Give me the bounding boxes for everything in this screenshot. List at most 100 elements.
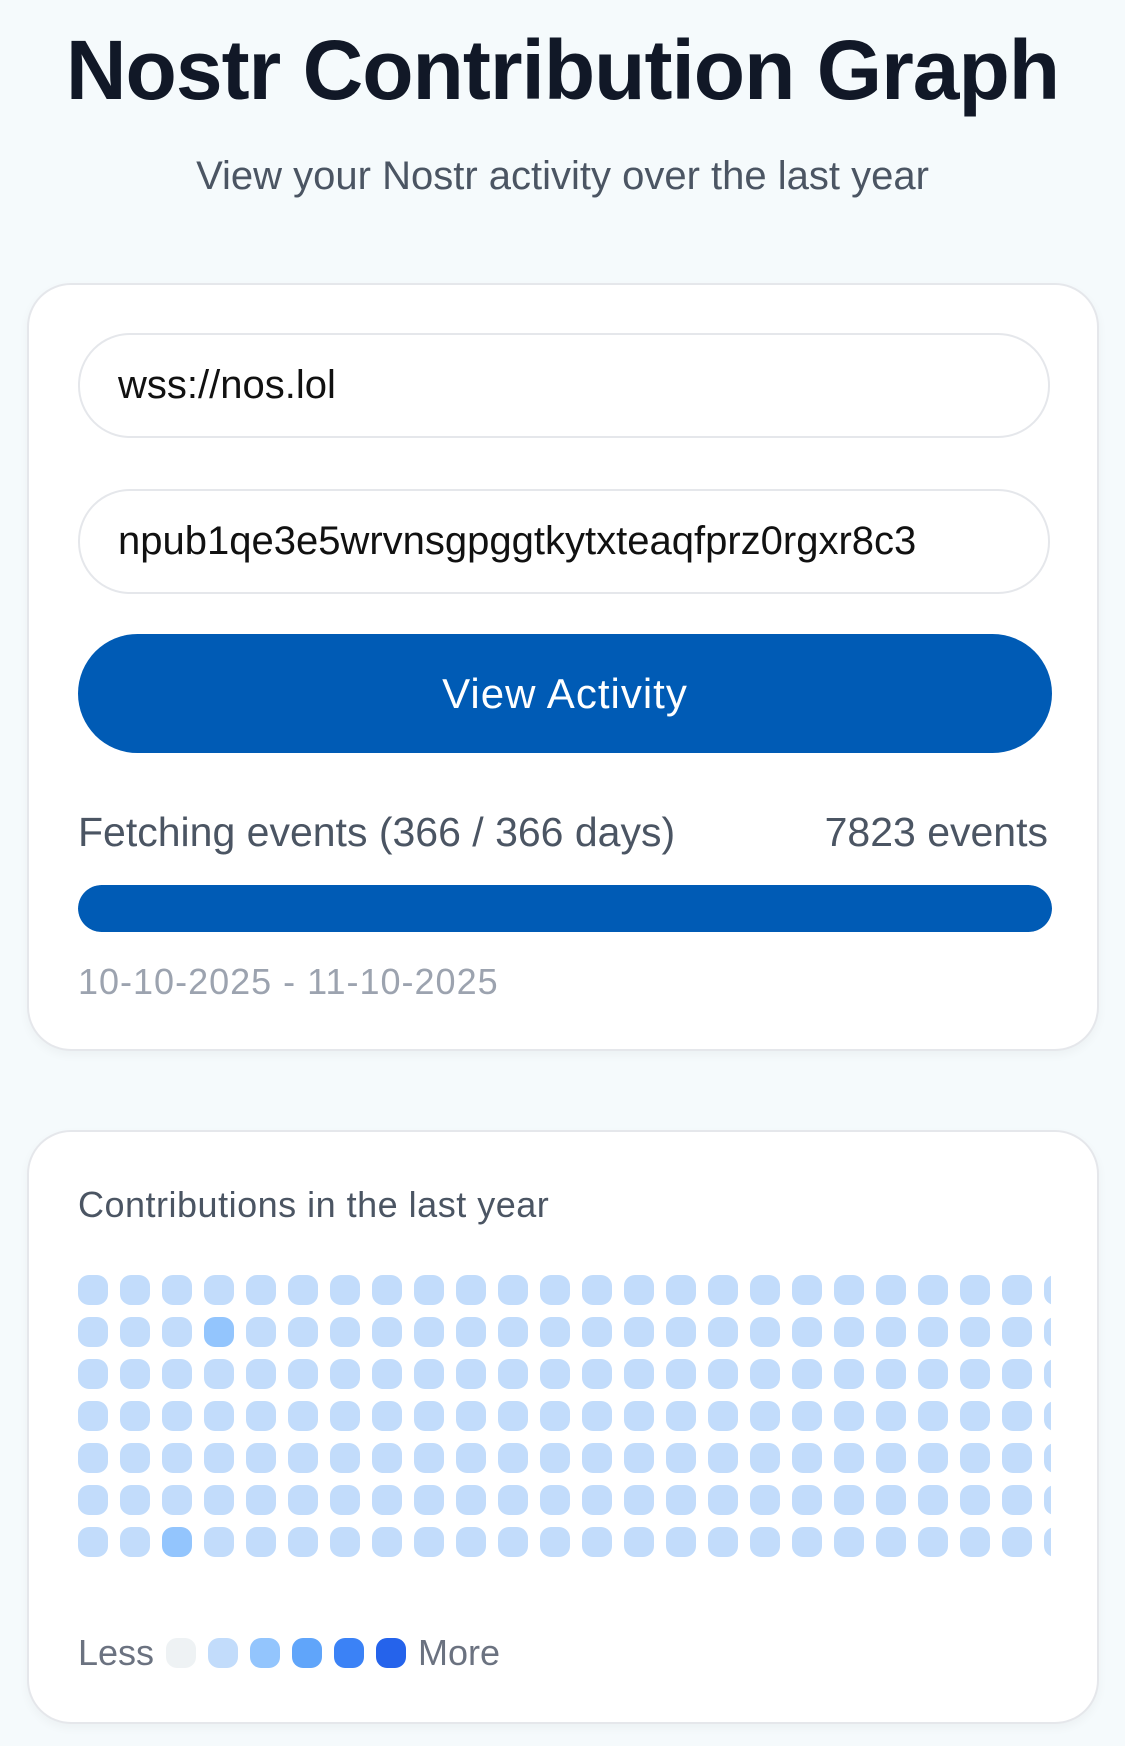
contribution-cell[interactable] xyxy=(582,1527,612,1557)
contribution-cell[interactable] xyxy=(78,1275,108,1305)
contribution-cell[interactable] xyxy=(960,1443,990,1473)
contribution-cell[interactable] xyxy=(624,1527,654,1557)
contribution-cell[interactable] xyxy=(1002,1359,1032,1389)
contribution-cell[interactable] xyxy=(540,1443,570,1473)
contribution-cell[interactable] xyxy=(246,1527,276,1557)
contribution-cell[interactable] xyxy=(162,1527,192,1557)
contribution-cell[interactable] xyxy=(246,1443,276,1473)
contribution-cell[interactable] xyxy=(582,1401,612,1431)
contribution-cell[interactable] xyxy=(582,1443,612,1473)
contribution-cell[interactable] xyxy=(246,1359,276,1389)
contribution-cell[interactable] xyxy=(78,1359,108,1389)
contribution-cell[interactable] xyxy=(624,1359,654,1389)
contribution-cell[interactable] xyxy=(792,1317,822,1347)
contribution-cell[interactable] xyxy=(162,1359,192,1389)
contribution-cell[interactable] xyxy=(876,1485,906,1515)
contribution-cell[interactable] xyxy=(120,1275,150,1305)
contribution-cell[interactable] xyxy=(246,1485,276,1515)
contribution-cell[interactable] xyxy=(120,1359,150,1389)
contribution-cell[interactable] xyxy=(456,1443,486,1473)
contribution-cell[interactable] xyxy=(120,1443,150,1473)
contribution-cell[interactable] xyxy=(792,1401,822,1431)
contribution-cell[interactable] xyxy=(834,1443,864,1473)
contribution-cell[interactable] xyxy=(204,1443,234,1473)
contribution-cell[interactable] xyxy=(372,1359,402,1389)
contribution-cell[interactable] xyxy=(834,1485,864,1515)
contribution-grid[interactable] xyxy=(78,1275,1051,1575)
contribution-cell[interactable] xyxy=(540,1275,570,1305)
contribution-cell[interactable] xyxy=(960,1317,990,1347)
contribution-cell[interactable] xyxy=(960,1527,990,1557)
contribution-cell[interactable] xyxy=(120,1317,150,1347)
contribution-cell[interactable] xyxy=(204,1317,234,1347)
contribution-cell[interactable] xyxy=(750,1527,780,1557)
contribution-cell[interactable] xyxy=(666,1359,696,1389)
contribution-cell[interactable] xyxy=(960,1275,990,1305)
contribution-cell[interactable] xyxy=(540,1317,570,1347)
contribution-cell[interactable] xyxy=(624,1401,654,1431)
contribution-cell[interactable] xyxy=(792,1443,822,1473)
contribution-cell[interactable] xyxy=(162,1443,192,1473)
contribution-cell[interactable] xyxy=(792,1527,822,1557)
contribution-cell[interactable] xyxy=(708,1317,738,1347)
contribution-cell[interactable] xyxy=(78,1443,108,1473)
contribution-cell[interactable] xyxy=(540,1401,570,1431)
contribution-cell[interactable] xyxy=(204,1527,234,1557)
contribution-cell[interactable] xyxy=(876,1443,906,1473)
contribution-cell[interactable] xyxy=(372,1401,402,1431)
contribution-cell[interactable] xyxy=(1044,1443,1051,1473)
contribution-cell[interactable] xyxy=(330,1401,360,1431)
contribution-cell[interactable] xyxy=(246,1401,276,1431)
contribution-cell[interactable] xyxy=(1002,1275,1032,1305)
contribution-cell[interactable] xyxy=(918,1317,948,1347)
contribution-cell[interactable] xyxy=(414,1275,444,1305)
contribution-cell[interactable] xyxy=(498,1443,528,1473)
contribution-cell[interactable] xyxy=(120,1485,150,1515)
contribution-cell[interactable] xyxy=(204,1485,234,1515)
contribution-cell[interactable] xyxy=(330,1275,360,1305)
relay-input[interactable]: wss://nos.lol xyxy=(78,333,1050,438)
contribution-cell[interactable] xyxy=(498,1359,528,1389)
contribution-cell[interactable] xyxy=(708,1359,738,1389)
contribution-cell[interactable] xyxy=(750,1359,780,1389)
contribution-cell[interactable] xyxy=(414,1443,444,1473)
contribution-cell[interactable] xyxy=(288,1401,318,1431)
contribution-cell[interactable] xyxy=(456,1527,486,1557)
contribution-cell[interactable] xyxy=(372,1485,402,1515)
contribution-cell[interactable] xyxy=(246,1317,276,1347)
contribution-cell[interactable] xyxy=(498,1401,528,1431)
contribution-cell[interactable] xyxy=(1044,1317,1051,1347)
contribution-cell[interactable] xyxy=(1002,1317,1032,1347)
contribution-cell[interactable] xyxy=(288,1275,318,1305)
contribution-cell[interactable] xyxy=(792,1359,822,1389)
contribution-cell[interactable] xyxy=(750,1443,780,1473)
contribution-cell[interactable] xyxy=(666,1443,696,1473)
contribution-cell[interactable] xyxy=(162,1275,192,1305)
contribution-cell[interactable] xyxy=(918,1527,948,1557)
contribution-cell[interactable] xyxy=(876,1275,906,1305)
contribution-cell[interactable] xyxy=(414,1401,444,1431)
contribution-cell[interactable] xyxy=(582,1275,612,1305)
contribution-cell[interactable] xyxy=(78,1485,108,1515)
contribution-cell[interactable] xyxy=(918,1359,948,1389)
contribution-cell[interactable] xyxy=(750,1401,780,1431)
contribution-cell[interactable] xyxy=(498,1317,528,1347)
contribution-cell[interactable] xyxy=(666,1317,696,1347)
contribution-cell[interactable] xyxy=(582,1359,612,1389)
contribution-cell[interactable] xyxy=(666,1485,696,1515)
contribution-cell[interactable] xyxy=(162,1401,192,1431)
contribution-cell[interactable] xyxy=(540,1359,570,1389)
contribution-cell[interactable] xyxy=(666,1275,696,1305)
contribution-cell[interactable] xyxy=(456,1317,486,1347)
view-activity-button[interactable]: View Activity xyxy=(78,634,1052,753)
contribution-cell[interactable] xyxy=(1044,1275,1051,1305)
contribution-cell[interactable] xyxy=(918,1485,948,1515)
contribution-cell[interactable] xyxy=(414,1359,444,1389)
contribution-cell[interactable] xyxy=(834,1401,864,1431)
contribution-cell[interactable] xyxy=(204,1275,234,1305)
contribution-cell[interactable] xyxy=(1002,1485,1032,1515)
contribution-cell[interactable] xyxy=(750,1317,780,1347)
contribution-cell[interactable] xyxy=(456,1275,486,1305)
contribution-cell[interactable] xyxy=(708,1527,738,1557)
contribution-cell[interactable] xyxy=(960,1485,990,1515)
